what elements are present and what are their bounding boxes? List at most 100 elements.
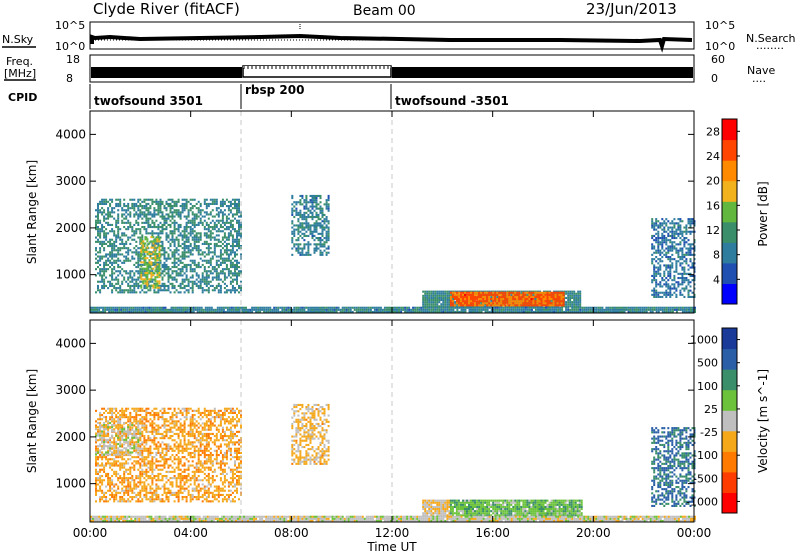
- heatmap-cell: [196, 249, 198, 251]
- heatmap-cell: [200, 211, 202, 213]
- heatmap-cell: [301, 250, 303, 252]
- heatmap-cell: [176, 228, 178, 230]
- heatmap-cell: [312, 216, 314, 218]
- heatmap-cell: [151, 222, 153, 224]
- heatmap-cell: [671, 231, 673, 233]
- heatmap-cell: [522, 304, 524, 306]
- heatmap-cell: [498, 296, 500, 298]
- heatmap-cell: [212, 228, 214, 230]
- heatmap-cell: [194, 220, 196, 222]
- heatmap-cell: [140, 266, 142, 268]
- heatmap-cell: [436, 297, 438, 299]
- heatmap-cell: [117, 465, 119, 467]
- heatmap-cell: [182, 283, 184, 285]
- heatmap-cell: [180, 216, 182, 218]
- heatmap-cell: [616, 307, 618, 309]
- heatmap-cell: [522, 300, 524, 302]
- heatmap-cell: [127, 220, 129, 222]
- heatmap-cell: [144, 263, 146, 265]
- heatmap-cell: [206, 207, 208, 209]
- heatmap-cell: [131, 228, 133, 230]
- heatmap-cell: [177, 307, 179, 309]
- heatmap-cell: [190, 203, 192, 205]
- heatmap-cell: [692, 220, 694, 222]
- heatmap-cell: [103, 264, 105, 266]
- heatmap-cell: [190, 277, 192, 279]
- heatmap-cell: [297, 252, 299, 254]
- heatmap-cell: [202, 264, 204, 266]
- heatmap-cell: [105, 458, 107, 460]
- heatmap-cell: [599, 309, 601, 311]
- heatmap-cell: [299, 235, 301, 237]
- heatmap-cell: [541, 296, 543, 298]
- heatmap-cell: [683, 279, 685, 281]
- heatmap-cell: [518, 302, 520, 304]
- heatmap-cell: [101, 490, 103, 492]
- heatmap-cell: [216, 203, 218, 205]
- heatmap-cell: [140, 309, 142, 311]
- heatmap-cell: [271, 309, 273, 311]
- noise-left-tick-bottom: 10^0: [55, 40, 85, 53]
- heatmap-cell: [200, 249, 202, 251]
- heatmap-cell: [200, 287, 202, 289]
- heatmap-cell: [198, 266, 200, 268]
- heatmap-cell: [310, 309, 312, 311]
- heatmap-cell: [178, 226, 180, 228]
- heatmap-cell: [307, 245, 309, 247]
- heatmap-cell: [95, 237, 97, 239]
- heatmap-cell: [155, 291, 157, 293]
- heatmap-cell: [496, 292, 498, 294]
- heatmap-cell: [657, 252, 659, 254]
- heatmap-cell: [681, 277, 683, 279]
- heatmap-cell: [129, 287, 131, 289]
- heatmap-cell: [184, 272, 186, 274]
- heatmap-cell: [690, 231, 692, 233]
- heatmap-cell: [299, 309, 301, 311]
- heatmap-cell: [127, 247, 129, 249]
- heatmap-cell: [450, 304, 452, 306]
- heatmap-cell: [569, 293, 571, 295]
- heatmap-cell: [115, 262, 117, 264]
- heatmap-cell: [220, 230, 222, 232]
- heatmap-cell: [121, 467, 123, 469]
- heatmap-cell: [599, 307, 601, 309]
- heatmap-cell: [316, 307, 318, 309]
- heatmap-cell: [605, 307, 607, 309]
- heatmap-cell: [228, 249, 230, 251]
- heatmap-cell: [659, 254, 661, 256]
- heatmap-cell: [194, 241, 196, 243]
- heatmap-cell: [95, 224, 97, 226]
- heatmap-cell: [238, 243, 240, 245]
- heatmap-cell: [155, 226, 157, 228]
- heatmap-cell: [384, 309, 386, 311]
- heatmap-cell: [153, 289, 155, 291]
- heatmap-cell: [669, 258, 671, 260]
- heatmap-cell: [117, 230, 119, 232]
- heatmap-cell: [196, 213, 198, 215]
- heatmap-cell: [663, 275, 665, 277]
- heatmap-cell: [677, 281, 679, 283]
- heatmap-cell: [146, 251, 148, 253]
- heatmap-cell: [182, 256, 184, 258]
- heatmap-cell: [144, 236, 146, 238]
- heatmap-cell: [111, 239, 113, 241]
- heatmap-cell: [162, 264, 164, 266]
- heatmap-cell: [675, 231, 677, 233]
- heatmap-cell: [310, 195, 312, 197]
- heatmap-cell: [147, 218, 149, 220]
- heatmap-cell: [673, 237, 675, 239]
- heatmap-cell: [236, 234, 238, 236]
- heatmap-cell: [166, 201, 168, 203]
- heatmap-cell: [148, 242, 150, 244]
- heatmap-cell: [123, 222, 125, 224]
- heatmap-cell: [172, 232, 174, 234]
- heatmap-cell: [653, 258, 655, 260]
- heatmap-cell: [238, 245, 240, 247]
- heatmap-cell: [472, 292, 474, 294]
- heatmap-cell: [113, 256, 115, 258]
- heatmap-cell: [230, 277, 232, 279]
- heatmap-cell: [342, 309, 344, 311]
- heatmap-cell: [243, 307, 245, 309]
- heatmap-cell: [516, 304, 518, 306]
